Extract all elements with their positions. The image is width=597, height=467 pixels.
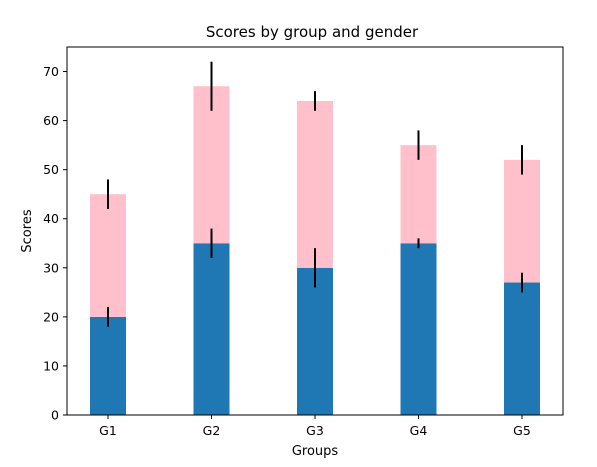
bar-series2-g1 (90, 194, 126, 317)
y-tick-label: 40 (43, 211, 59, 226)
plot-frame (66, 46, 564, 416)
y-tick-label: 20 (43, 309, 59, 324)
x-axis-label: Groups (292, 444, 339, 459)
plot-area (90, 61, 540, 415)
x-tick-label: G2 (203, 423, 221, 438)
x-tick-label: G3 (306, 423, 324, 438)
y-tick-label: 10 (43, 358, 59, 373)
bar-series2-g2 (193, 86, 230, 244)
x-tick-label: G4 (410, 423, 428, 438)
y-tick-label: 0 (51, 408, 59, 423)
x-axis: G1 G2 G3 G4 G5 (99, 415, 531, 438)
y-tick-label: 30 (43, 260, 59, 275)
x-tick-label: G1 (99, 423, 117, 438)
bar-series1-g2 (193, 243, 230, 415)
bar-series1-g4 (400, 243, 437, 415)
y-tick-label: 50 (43, 162, 59, 177)
chart-title: Scores by group and gender (206, 23, 419, 41)
bar-series2-g4 (400, 145, 437, 244)
x-tick-label: G5 (513, 423, 531, 438)
bar-series1-g3 (297, 267, 333, 415)
bar-series1-g1 (90, 316, 126, 415)
y-tick-label: 70 (43, 64, 59, 79)
bar-series1-g5 (504, 282, 540, 415)
bar-series2-g3 (297, 100, 333, 268)
y-axis-label: Scores (20, 209, 35, 252)
bar-series2-g5 (504, 159, 540, 283)
y-axis: 0 10 20 30 40 50 60 70 (43, 64, 67, 423)
y-tick-label: 60 (43, 113, 59, 128)
